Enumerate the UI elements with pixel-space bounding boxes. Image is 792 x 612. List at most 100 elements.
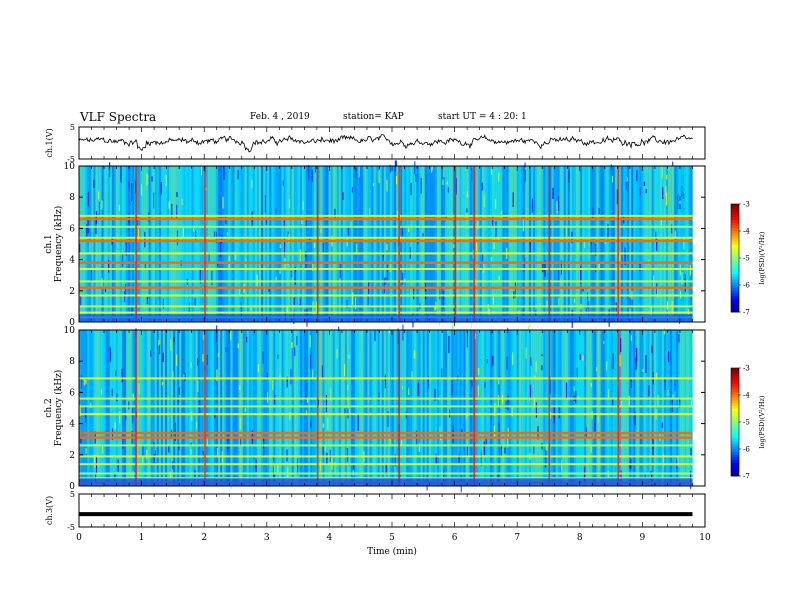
spectrogram-stripe (244, 166, 247, 322)
spectrogram-speckle (334, 461, 336, 474)
spectrogram-stripe (201, 166, 205, 322)
spectrogram-speckle (487, 303, 489, 315)
colorbar-segment (731, 443, 739, 447)
spectrogram-stripe (526, 330, 530, 486)
spectrogram-speckle (386, 264, 388, 281)
spectrogram-stripe (451, 330, 454, 486)
spectrogram-stripe (676, 166, 679, 322)
spectrogram-stripe (146, 166, 149, 322)
spectrogram-stripe (297, 330, 301, 486)
spectrogram-speckle (101, 200, 103, 210)
spectrogram-stripe (121, 330, 125, 486)
burst-line (135, 166, 137, 322)
frequency-band (79, 311, 693, 314)
spectrogram-stripe (412, 330, 415, 486)
spectrogram-speckle (160, 182, 162, 195)
spectrogram-stripe (582, 166, 585, 322)
spectrogram-speckle (480, 451, 482, 466)
spectrogram-stripe (275, 166, 278, 322)
spectrogram-stripe (400, 330, 403, 486)
spectrogram-stripe (459, 166, 462, 322)
spectrogram-stripe (404, 330, 407, 486)
frequency-band (79, 405, 693, 408)
spectrogram-stripe (220, 330, 223, 486)
colorbar-segment (731, 241, 739, 245)
spectrogram-stripe (614, 166, 618, 322)
spectrogram-stripe (651, 330, 654, 486)
burst-line (548, 166, 551, 322)
spectrogram-speckle (282, 180, 284, 186)
spectrogram-speckle (661, 166, 663, 179)
burst-line (204, 330, 206, 486)
spectrogram-stripe (514, 330, 517, 486)
spectrogram-speckle (541, 356, 543, 365)
spectrogram-speckle (645, 355, 647, 373)
colorbar-segment (731, 228, 739, 232)
spectrogram-stripe (328, 166, 331, 322)
colorbar-tick-label: -7 (743, 309, 750, 317)
spectrogram-stripe (569, 166, 573, 322)
spectrogram-stripe (512, 330, 515, 486)
spectrogram-speckle (402, 272, 404, 285)
spectrogram-speckle (438, 252, 440, 265)
spectrogram-stripe (267, 166, 270, 322)
spectrogram-speckle (492, 216, 494, 227)
spectrogram-stripe (575, 166, 579, 322)
spectrogram-stripe (220, 166, 223, 322)
spectrogram-stripe (479, 330, 483, 486)
spectrogram-stripe (688, 330, 691, 486)
spectrogram-speckle (671, 224, 673, 234)
spectrogram-stripe (410, 166, 413, 322)
spectrogram-stripe (530, 166, 534, 322)
spectrogram-speckle (384, 374, 386, 389)
spectrogram-stripe (622, 166, 626, 322)
spectrogram-speckle (587, 292, 589, 309)
spectrogram-speckle (146, 173, 148, 186)
colorbar-label: log(PSD)(V²/Hz) (758, 395, 766, 448)
spectrogram-stripe (553, 166, 556, 322)
colorbar-segment (731, 462, 739, 466)
spectrogram-stripe (299, 166, 303, 322)
spectrogram-stripe (522, 330, 526, 486)
burst-line (617, 330, 619, 486)
spectrogram-speckle (291, 342, 293, 348)
colorbar-segment (731, 376, 739, 380)
spectrogram-speckle (250, 307, 252, 311)
spectrogram-speckle (442, 179, 444, 186)
spectrogram-stripe (144, 330, 147, 486)
spectrogram-stripe (586, 330, 589, 486)
spectrogram-stripe (130, 166, 133, 322)
frequency-band (79, 268, 693, 270)
spectrogram-stripe (426, 330, 429, 486)
frequency-band (79, 236, 693, 239)
spectrogram-speckle (169, 471, 171, 481)
spectrogram-speckle (100, 389, 103, 395)
spectrogram-speckle (455, 178, 457, 195)
spectrogram-stripe (350, 166, 354, 322)
y-tick-label: -5 (67, 523, 75, 532)
spectrogram-speckle (202, 331, 205, 340)
spectrogram-stripe (485, 166, 489, 322)
spectrogram-stripe (490, 330, 493, 486)
spectrogram-speckle (668, 351, 670, 362)
spectrogram-stripe (604, 166, 607, 322)
spectrogram-stripe (183, 330, 186, 486)
x-tick-label: 7 (514, 533, 520, 543)
spectrogram-speckle (511, 406, 513, 417)
spectrogram-speckle (98, 191, 100, 200)
spectrogram-stripe (303, 330, 307, 486)
spectrogram-stripe (234, 166, 237, 322)
spectrogram-speckle (383, 277, 386, 294)
spectrogram-speckle (221, 451, 223, 464)
spectrogram-stripe (381, 330, 384, 486)
spectrogram-speckle (144, 231, 146, 248)
spectrogram-stripe (641, 330, 644, 486)
spectrogram-stripe (379, 166, 382, 322)
burst-line (454, 166, 457, 322)
spectrogram-stripe (635, 166, 638, 322)
spectrogram-stripe (641, 166, 644, 322)
spectrogram-stripe (690, 166, 693, 322)
spectrogram-speckle (607, 224, 609, 240)
spectrogram-stripe (248, 166, 252, 322)
spectrogram-stripe (222, 330, 225, 486)
